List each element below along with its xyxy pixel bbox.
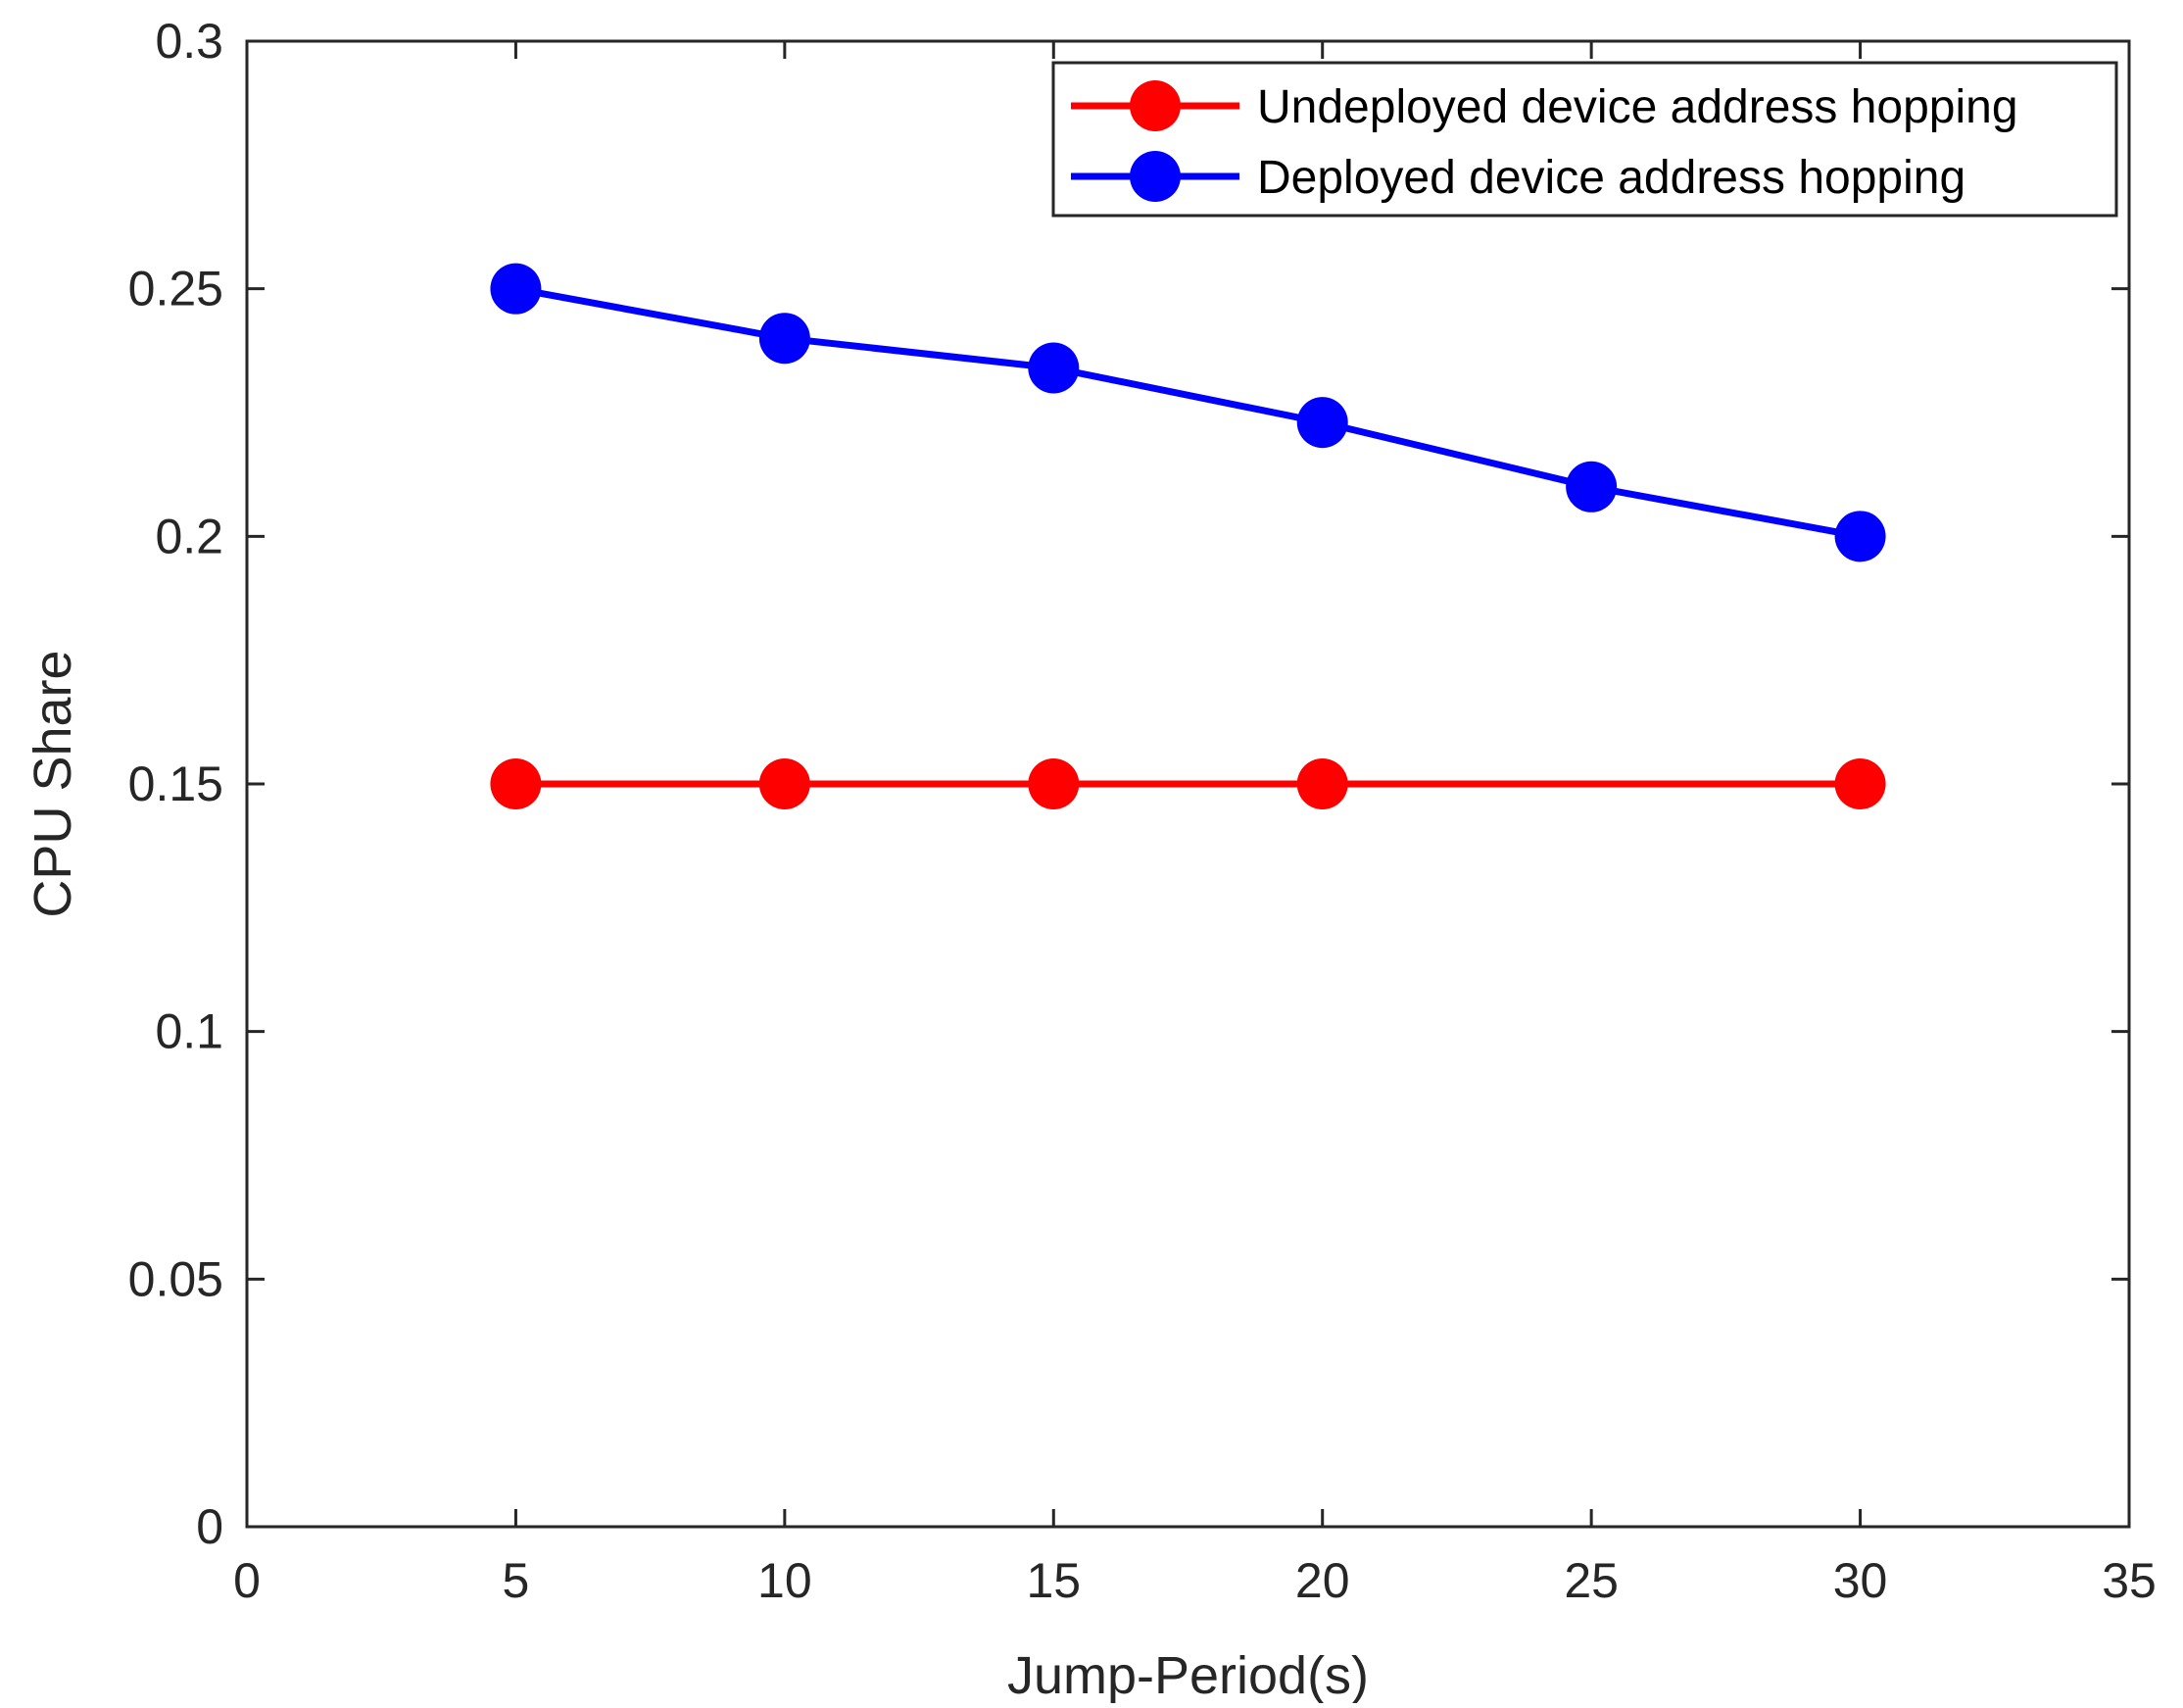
data-point bbox=[1566, 461, 1618, 512]
x-tick-label: 15 bbox=[1026, 1553, 1081, 1608]
x-tick-label: 35 bbox=[2102, 1553, 2157, 1608]
series-1 bbox=[490, 758, 1886, 809]
y-tick-label: 0.15 bbox=[128, 756, 223, 811]
data-point bbox=[758, 758, 810, 809]
data-point bbox=[1028, 342, 1080, 394]
legend: Undeployed device address hopping Deploye… bbox=[1051, 61, 2118, 218]
y-tick-label: 0.05 bbox=[128, 1251, 223, 1306]
y-tick-label: 0.1 bbox=[155, 1004, 223, 1059]
data-point bbox=[490, 758, 542, 809]
legend-label: Deployed device address hopping bbox=[1257, 152, 1965, 204]
series-2 bbox=[490, 263, 1886, 562]
series-line bbox=[511, 285, 1865, 540]
legend-box bbox=[1051, 61, 2118, 218]
series-layer bbox=[490, 263, 1886, 809]
x-tick-label: 25 bbox=[1564, 1553, 1619, 1608]
legend-entry-2: Deployed device address hopping bbox=[1071, 151, 1965, 204]
data-point bbox=[490, 263, 542, 315]
legend-marker bbox=[1130, 80, 1181, 131]
data-point bbox=[1834, 758, 1886, 809]
y-tick-label: 0.2 bbox=[155, 509, 223, 563]
y-tick-label: 0.25 bbox=[128, 262, 223, 317]
x-tick-label: 0 bbox=[233, 1553, 261, 1608]
data-point bbox=[1296, 397, 1348, 449]
legend-label: Undeployed device address hopping bbox=[1257, 81, 2018, 133]
data-point bbox=[758, 313, 810, 365]
data-point bbox=[1834, 511, 1886, 562]
data-point bbox=[1296, 758, 1348, 809]
x-tick-label: 30 bbox=[1833, 1553, 1888, 1608]
x-axis-title: Jump-Period(s) bbox=[1007, 1646, 1369, 1703]
y-tick-label: 0.3 bbox=[155, 14, 223, 69]
legend-marker bbox=[1130, 151, 1181, 202]
x-tick-label: 10 bbox=[757, 1553, 812, 1608]
legend-entry-1: Undeployed device address hopping bbox=[1071, 80, 2018, 133]
x-tick-label: 5 bbox=[503, 1553, 530, 1608]
y-tick-label: 0 bbox=[196, 1499, 223, 1554]
x-tick-label: 20 bbox=[1295, 1553, 1350, 1608]
y-axis-title: CPU Share bbox=[24, 650, 82, 917]
axes-layer: 0 5 10 15 20 25 30 35 0 0.05 0.1 0.15 0.2 0.25 0.3 bbox=[128, 14, 2157, 1608]
data-point bbox=[1028, 758, 1080, 809]
